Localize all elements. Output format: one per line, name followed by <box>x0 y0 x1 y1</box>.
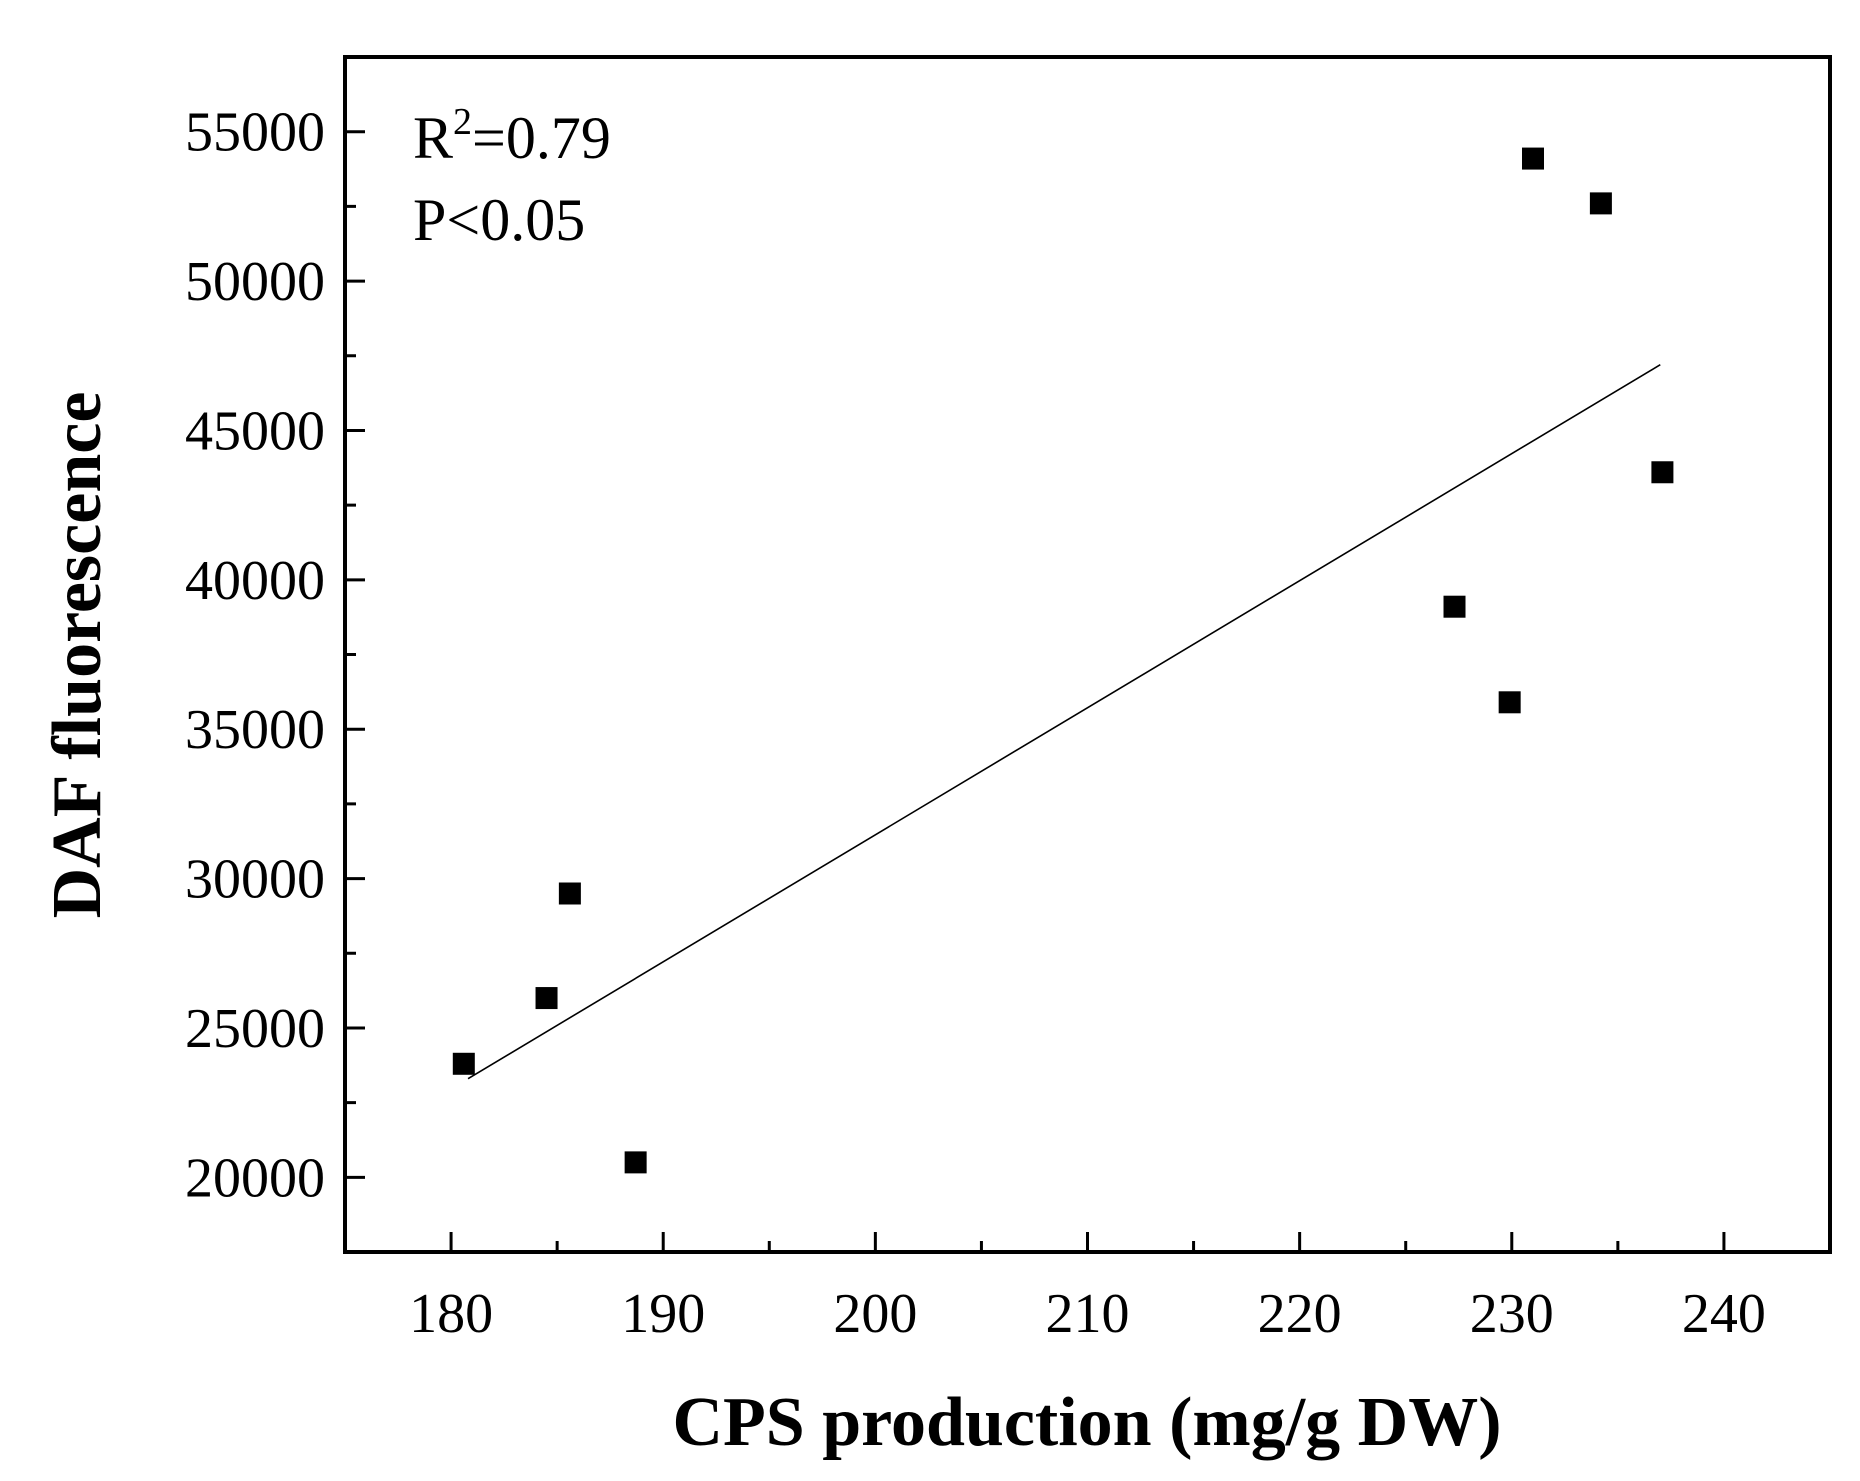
y-tick-label: 35000 <box>185 699 325 761</box>
y-tick-label: 20000 <box>185 1147 325 1209</box>
x-tick-label: 190 <box>621 1283 705 1345</box>
x-axis: 180 190 200 210 220 230 240 <box>343 1232 1832 1345</box>
y-axis-title: DAF fluorescence <box>39 392 116 919</box>
data-point <box>558 882 581 905</box>
p-value-annotation: P<0.05 <box>413 187 585 253</box>
y-tick-label: 40000 <box>185 550 325 612</box>
data-point <box>1443 595 1466 618</box>
x-tick-label: 200 <box>833 1283 917 1345</box>
x-tick-label: 210 <box>1046 1283 1130 1345</box>
data-point <box>535 987 558 1010</box>
data-point <box>1498 691 1521 714</box>
data-point <box>1589 192 1612 215</box>
fit-line-layer <box>467 364 1661 1080</box>
data-points <box>452 147 1674 1174</box>
x-axis-title: CPS production (mg/g DW) <box>672 1384 1501 1461</box>
y-axis: 20000 25000 30000 35000 40000 45000 50000 55000 <box>185 55 365 1254</box>
x-tick-label: 230 <box>1470 1283 1554 1345</box>
y-tick-label: 55000 <box>185 102 325 164</box>
r-squared-value: =0.79 <box>472 105 611 171</box>
data-point <box>1522 147 1544 170</box>
regression-line <box>467 364 1661 1080</box>
data-point <box>624 1151 647 1174</box>
data-point <box>1651 461 1674 484</box>
r-squared-superscript: 2 <box>453 101 472 143</box>
x-tick-label: 240 <box>1682 1283 1766 1345</box>
y-tick-label: 30000 <box>185 849 325 911</box>
data-point <box>452 1052 475 1075</box>
r-squared-prefix: R <box>413 105 453 171</box>
y-tick-label: 25000 <box>185 998 325 1060</box>
x-tick-label: 180 <box>409 1283 493 1345</box>
y-tick-label: 45000 <box>185 400 325 462</box>
r-squared-annotation: R2=0.79 <box>413 101 611 171</box>
y-tick-label: 50000 <box>185 251 325 313</box>
x-tick-label: 220 <box>1258 1283 1342 1345</box>
